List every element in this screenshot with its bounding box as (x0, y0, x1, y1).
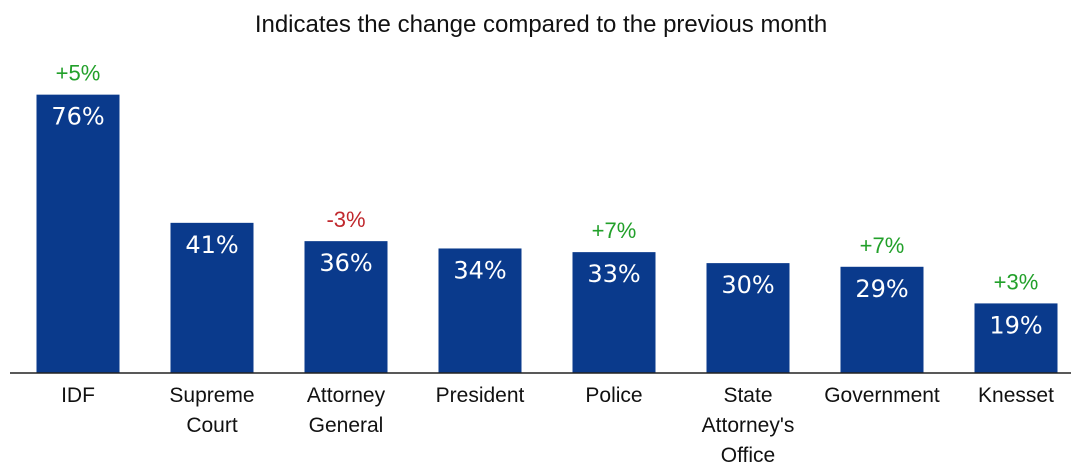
x-tick-label: Knesset (978, 384, 1054, 407)
x-tick-label: Supreme Court (169, 384, 254, 437)
bar-value-label: 41% (185, 231, 238, 259)
bar (974, 303, 1058, 373)
change-label: +7% (592, 218, 637, 243)
x-tick-label: IDF (61, 384, 95, 407)
bar-value-label: 19% (989, 311, 1042, 339)
bar-value-label: 33% (587, 260, 640, 288)
chart-title: Indicates the change compared to the pre… (255, 11, 827, 38)
bar-value-label: 30% (721, 271, 774, 299)
bar-value-label: 76% (51, 103, 104, 131)
change-label: +3% (994, 269, 1039, 294)
bar (304, 241, 388, 373)
x-tick-label: Police (585, 384, 642, 407)
change-label: +5% (56, 61, 101, 86)
bar (706, 263, 790, 373)
bars-group: 76% +5% IDF 41% Supreme Court 36% -3% Attorney Ge… (36, 61, 1058, 462)
bar (438, 248, 522, 373)
change-label: -3% (326, 207, 365, 232)
x-tick-label: Attorney General (307, 384, 386, 437)
bar-value-label: 34% (453, 256, 506, 284)
bar (170, 222, 254, 373)
bar (572, 252, 656, 373)
bar (840, 266, 924, 373)
bar-value-label: 29% (855, 275, 908, 303)
bar-value-label: 36% (319, 249, 372, 277)
x-tick-label: Government (824, 384, 940, 407)
change-label: +7% (860, 233, 905, 258)
x-tick-label: State Attorney's Office (702, 384, 795, 462)
bar (36, 94, 120, 374)
x-tick-label: President (436, 384, 525, 407)
